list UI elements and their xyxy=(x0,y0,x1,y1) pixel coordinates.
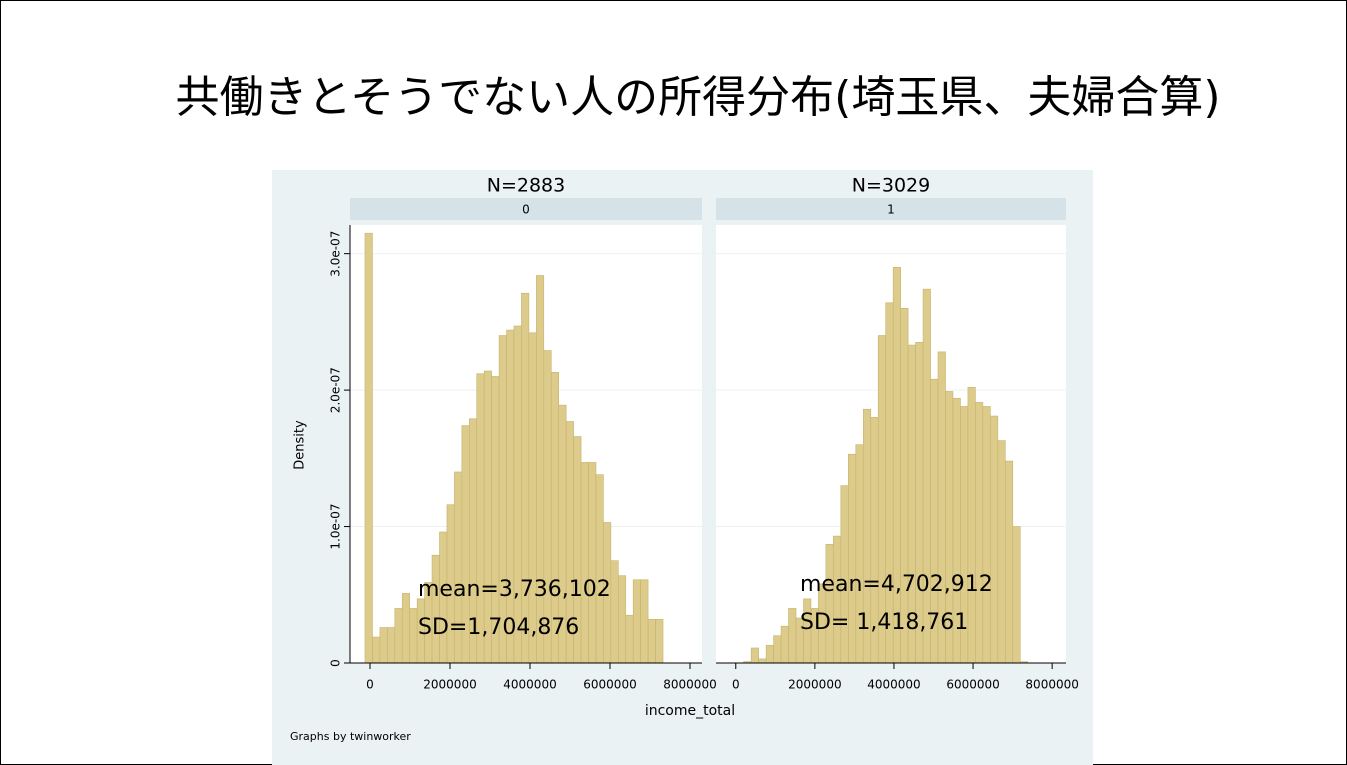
histogram-bar xyxy=(967,387,976,664)
histogram-bar xyxy=(647,619,656,664)
panel-title: N=2883 xyxy=(487,175,566,197)
x-tick-label: 0 xyxy=(366,678,374,692)
strip-label: 0 xyxy=(522,203,530,217)
histogram-bar xyxy=(655,619,664,664)
histogram-bar xyxy=(788,608,797,664)
histogram-bar xyxy=(431,554,440,664)
x-tick-label: 0 xyxy=(732,678,740,692)
strip-label: 1 xyxy=(887,203,895,217)
slide-title: 共働きとそうでない人の所得分布(埼玉県、夫婦合算) xyxy=(175,72,1220,123)
histogram-bar xyxy=(536,275,545,664)
histogram-bar xyxy=(885,302,894,664)
x-tick-label: 8000000 xyxy=(1025,678,1078,692)
histogram-bar xyxy=(595,474,604,664)
histogram-bar xyxy=(625,614,634,664)
histogram-bar xyxy=(498,335,507,664)
x-tick-label: 2000000 xyxy=(423,678,476,692)
x-tick-label: 4000000 xyxy=(503,678,556,692)
annotation: mean=3,736,102 xyxy=(418,577,611,602)
histogram-bar xyxy=(610,560,619,664)
histogram-bar xyxy=(1004,460,1014,664)
strip xyxy=(716,198,1066,220)
histogram-bar xyxy=(975,402,984,664)
histogram-bar xyxy=(409,608,418,664)
histogram-bar xyxy=(922,288,931,664)
histogram-bar xyxy=(521,292,530,664)
histogram-bar xyxy=(588,462,597,664)
histogram-bar xyxy=(640,579,649,664)
x-axis-label: income_total xyxy=(645,703,735,719)
histogram-bar xyxy=(372,636,381,664)
annotation: SD=1,704,876 xyxy=(418,615,579,640)
histogram-bar xyxy=(580,462,589,664)
x-tick-label: 8000000 xyxy=(663,678,716,692)
note: Graphs by twinworker xyxy=(290,730,411,743)
histogram-bar xyxy=(513,325,522,664)
histogram-bar xyxy=(1012,526,1021,664)
histogram-bar xyxy=(765,644,774,664)
histogram-bar xyxy=(990,415,999,664)
y-tick-label: 0 xyxy=(329,659,343,667)
histogram-bar xyxy=(750,647,759,664)
histogram-bar xyxy=(401,593,410,664)
histogram-bar xyxy=(528,332,537,664)
x-tick-label: 2000000 xyxy=(788,678,841,692)
histogram-bar xyxy=(387,627,396,664)
histogram-bar xyxy=(379,627,388,664)
histogram-bar xyxy=(773,635,782,664)
histogram-bar xyxy=(617,575,627,664)
x-tick-label: 6000000 xyxy=(946,678,999,692)
histogram-bar xyxy=(632,579,641,664)
y-tick-label: 1.0e-07 xyxy=(329,504,343,550)
histogram-bar xyxy=(833,535,842,664)
y-tick-label: 3.0e-07 xyxy=(329,231,343,277)
histogram-bar xyxy=(394,608,403,664)
annotation: mean=4,702,912 xyxy=(800,572,993,597)
histogram-bar xyxy=(506,329,515,664)
histogram-bar xyxy=(982,406,991,664)
strip xyxy=(350,198,702,220)
histogram-bar xyxy=(997,440,1006,664)
y-tick-label: 2.0e-07 xyxy=(329,367,343,413)
x-tick-label: 6000000 xyxy=(583,678,636,692)
histogram-bar xyxy=(825,543,834,664)
histogram-bar xyxy=(758,658,767,664)
histogram-bar xyxy=(780,625,789,664)
panel-title: N=3029 xyxy=(852,175,931,197)
x-tick-label: 4000000 xyxy=(867,678,920,692)
annotation: SD= 1,418,761 xyxy=(800,610,968,635)
histogram-bar xyxy=(892,266,901,664)
y-axis-label: Density xyxy=(293,420,308,470)
histogram-bar xyxy=(364,232,373,664)
